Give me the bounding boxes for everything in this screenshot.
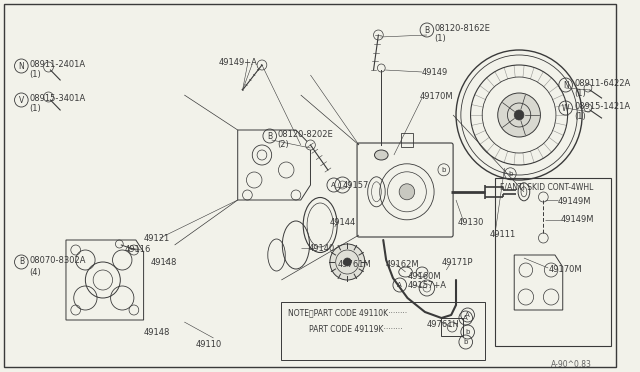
Text: 49140: 49140 <box>308 244 335 253</box>
Text: A: A <box>332 182 336 188</box>
Text: 49121: 49121 <box>143 234 170 243</box>
Text: (1): (1) <box>29 104 41 113</box>
Circle shape <box>538 192 548 202</box>
Bar <box>442 318 463 336</box>
Text: 49761M: 49761M <box>338 260 371 269</box>
Polygon shape <box>237 130 310 200</box>
Bar <box>282 302 485 360</box>
Circle shape <box>344 258 351 266</box>
Text: 49149M: 49149M <box>558 197 591 206</box>
Polygon shape <box>514 255 563 310</box>
Text: 49157+A: 49157+A <box>408 281 447 290</box>
Text: (1): (1) <box>574 89 586 98</box>
Ellipse shape <box>374 150 388 160</box>
Bar <box>401 133 413 147</box>
FancyBboxPatch shape <box>357 143 453 237</box>
Circle shape <box>306 140 316 150</box>
Circle shape <box>330 244 365 280</box>
Text: 49761H: 49761H <box>427 320 460 329</box>
Text: A: A <box>463 315 468 321</box>
Text: b: b <box>463 339 468 345</box>
Text: (2): (2) <box>278 140 289 149</box>
Text: 49149: 49149 <box>422 68 448 77</box>
Text: 49130: 49130 <box>458 218 484 227</box>
Circle shape <box>399 184 415 200</box>
Text: A: A <box>465 312 470 318</box>
Text: B: B <box>19 257 24 266</box>
Text: PART CODE 49119K········: PART CODE 49119K········ <box>308 325 402 334</box>
Text: 08911-2401A: 08911-2401A <box>29 60 85 69</box>
Text: 08120-8202E: 08120-8202E <box>278 130 333 139</box>
Text: 49148: 49148 <box>150 258 177 267</box>
Text: W: W <box>562 103 570 112</box>
Text: 49149+A: 49149+A <box>218 58 257 67</box>
Text: 49116: 49116 <box>124 245 150 254</box>
Text: B: B <box>424 26 429 35</box>
Circle shape <box>456 50 582 180</box>
Text: 08915-1421A: 08915-1421A <box>574 102 630 111</box>
Text: 49170M: 49170M <box>548 265 582 274</box>
Text: (1): (1) <box>29 70 41 79</box>
Text: b: b <box>465 329 470 335</box>
Circle shape <box>378 64 385 72</box>
Text: 49149M: 49149M <box>561 215 595 224</box>
Text: b: b <box>508 171 513 177</box>
Text: 49144: 49144 <box>330 218 356 227</box>
Text: V: V <box>19 96 24 105</box>
Circle shape <box>498 93 540 137</box>
Text: N: N <box>19 61 24 71</box>
Text: 49171P: 49171P <box>442 258 473 267</box>
Text: A-90^0.83: A-90^0.83 <box>551 360 592 369</box>
Text: 49157: 49157 <box>342 181 369 190</box>
Text: 49148: 49148 <box>143 328 170 337</box>
Text: 49110: 49110 <box>196 340 222 349</box>
Text: NOTE　PART CODE 49110K········: NOTE PART CODE 49110K········ <box>288 308 407 317</box>
Text: N: N <box>563 80 568 90</box>
Text: 08120-8162E: 08120-8162E <box>435 24 490 33</box>
Text: b: b <box>442 167 446 173</box>
Circle shape <box>374 30 383 40</box>
Bar <box>495 178 611 346</box>
Text: F/ANTI SKID CONT-4WHL: F/ANTI SKID CONT-4WHL <box>500 182 593 191</box>
Text: 08915-3401A: 08915-3401A <box>29 94 85 103</box>
Circle shape <box>538 233 548 243</box>
Text: 08070-8302A: 08070-8302A <box>29 256 86 265</box>
Circle shape <box>257 60 267 70</box>
Text: (4): (4) <box>29 268 41 277</box>
Text: 49111: 49111 <box>490 230 516 239</box>
Text: 08911-6422A: 08911-6422A <box>574 79 630 88</box>
Text: 49160M: 49160M <box>408 272 441 281</box>
Polygon shape <box>66 240 143 320</box>
Text: 49162M: 49162M <box>385 260 419 269</box>
Text: 49170M: 49170M <box>419 92 452 101</box>
Text: (1): (1) <box>574 112 586 121</box>
Text: (1): (1) <box>435 34 447 43</box>
Circle shape <box>514 110 524 120</box>
Text: A: A <box>397 282 402 288</box>
Text: B: B <box>267 131 272 141</box>
